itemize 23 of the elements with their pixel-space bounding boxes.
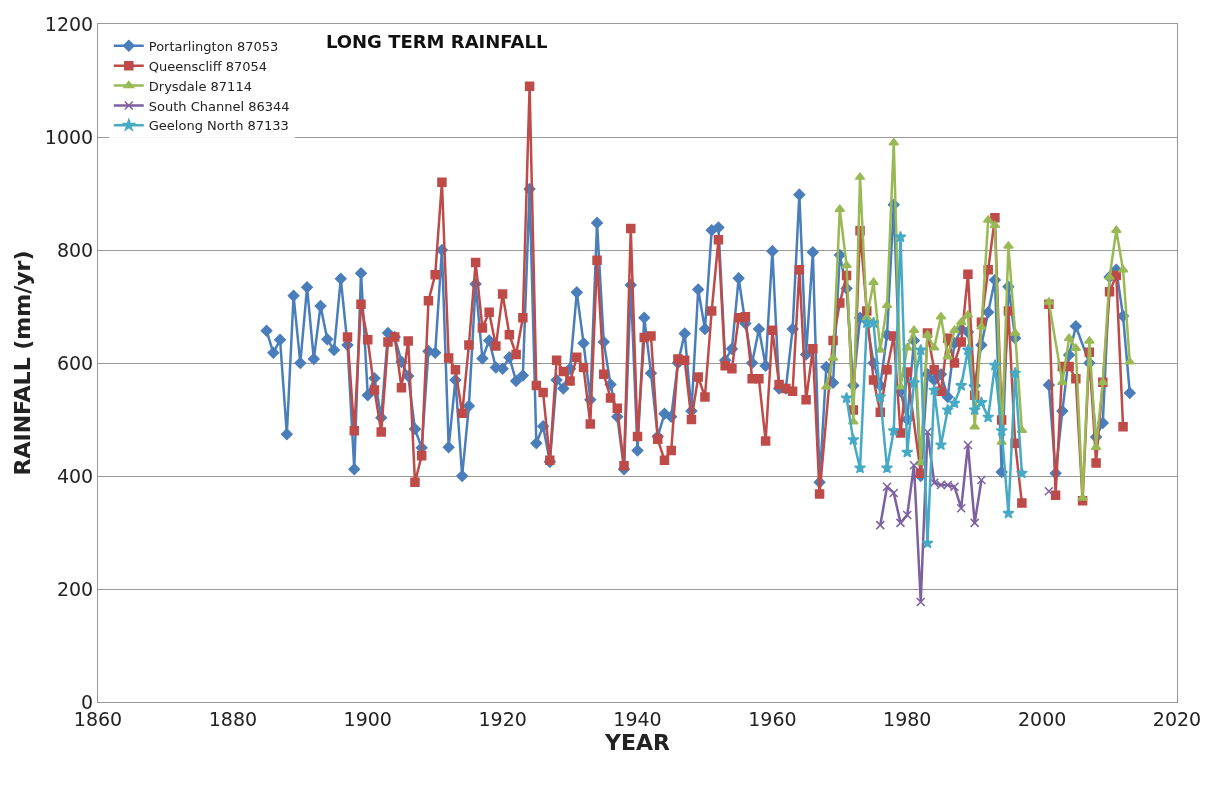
y-tick-label: 1200 (44, 12, 94, 35)
x-tick-label: 1940 (613, 707, 662, 730)
legend-label: Drysdale 87114 (148, 78, 252, 94)
legend-label: Portarlington 87053 (148, 38, 279, 54)
y-axis-title: RAINFALL (mm/yr) (9, 250, 35, 476)
x-tick-label: 1920 (478, 707, 527, 730)
y-tick-label: 200 (56, 577, 94, 600)
x-tick-label: 1980 (883, 707, 932, 730)
legend-label: Geelong North 87133 (148, 118, 289, 134)
x-tick-label: 1900 (343, 707, 392, 730)
x-axis-title: YEAR (604, 729, 671, 755)
legend-label: South Channel 86344 (148, 98, 290, 114)
y-tick-label: 0 (81, 690, 94, 713)
y-tick-label: 1000 (44, 125, 94, 148)
legend-label: Queenscliff 87054 (148, 58, 268, 74)
x-tick-label: 1880 (208, 707, 258, 730)
x-tick-label: 2000 (1017, 707, 1067, 730)
x-tick-label: 1960 (748, 707, 797, 730)
y-tick-label: 400 (56, 464, 94, 487)
y-tick-label: 800 (56, 238, 94, 261)
y-tick-label: 600 (56, 351, 94, 374)
x-tick-label: 2020 (1152, 707, 1202, 730)
chart-title: LONG TERM RAINFALL (325, 31, 548, 53)
